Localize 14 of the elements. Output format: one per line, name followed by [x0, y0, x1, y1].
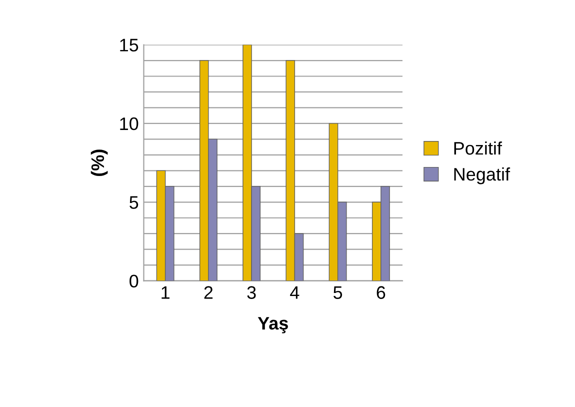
x-tick-label: 1	[162, 286, 170, 299]
x-tick-label: 3	[247, 286, 256, 299]
y-tick-label: 15	[120, 38, 138, 52]
legend-label: Negatif	[454, 167, 510, 184]
x-tick-label: 6	[376, 286, 386, 299]
x-tick-label: 2	[204, 286, 213, 299]
legend-label: Pozitif	[454, 141, 502, 155]
y-tick-label: 10	[120, 117, 138, 130]
y-tick-label: 0	[130, 274, 138, 288]
x-tick-label: 5	[334, 286, 342, 299]
x-axis-title: Yaş	[258, 317, 288, 334]
y-tick-label: 5	[130, 196, 138, 209]
x-tick-label: 4	[290, 286, 300, 299]
y-axis-title: (%)	[90, 150, 108, 176]
